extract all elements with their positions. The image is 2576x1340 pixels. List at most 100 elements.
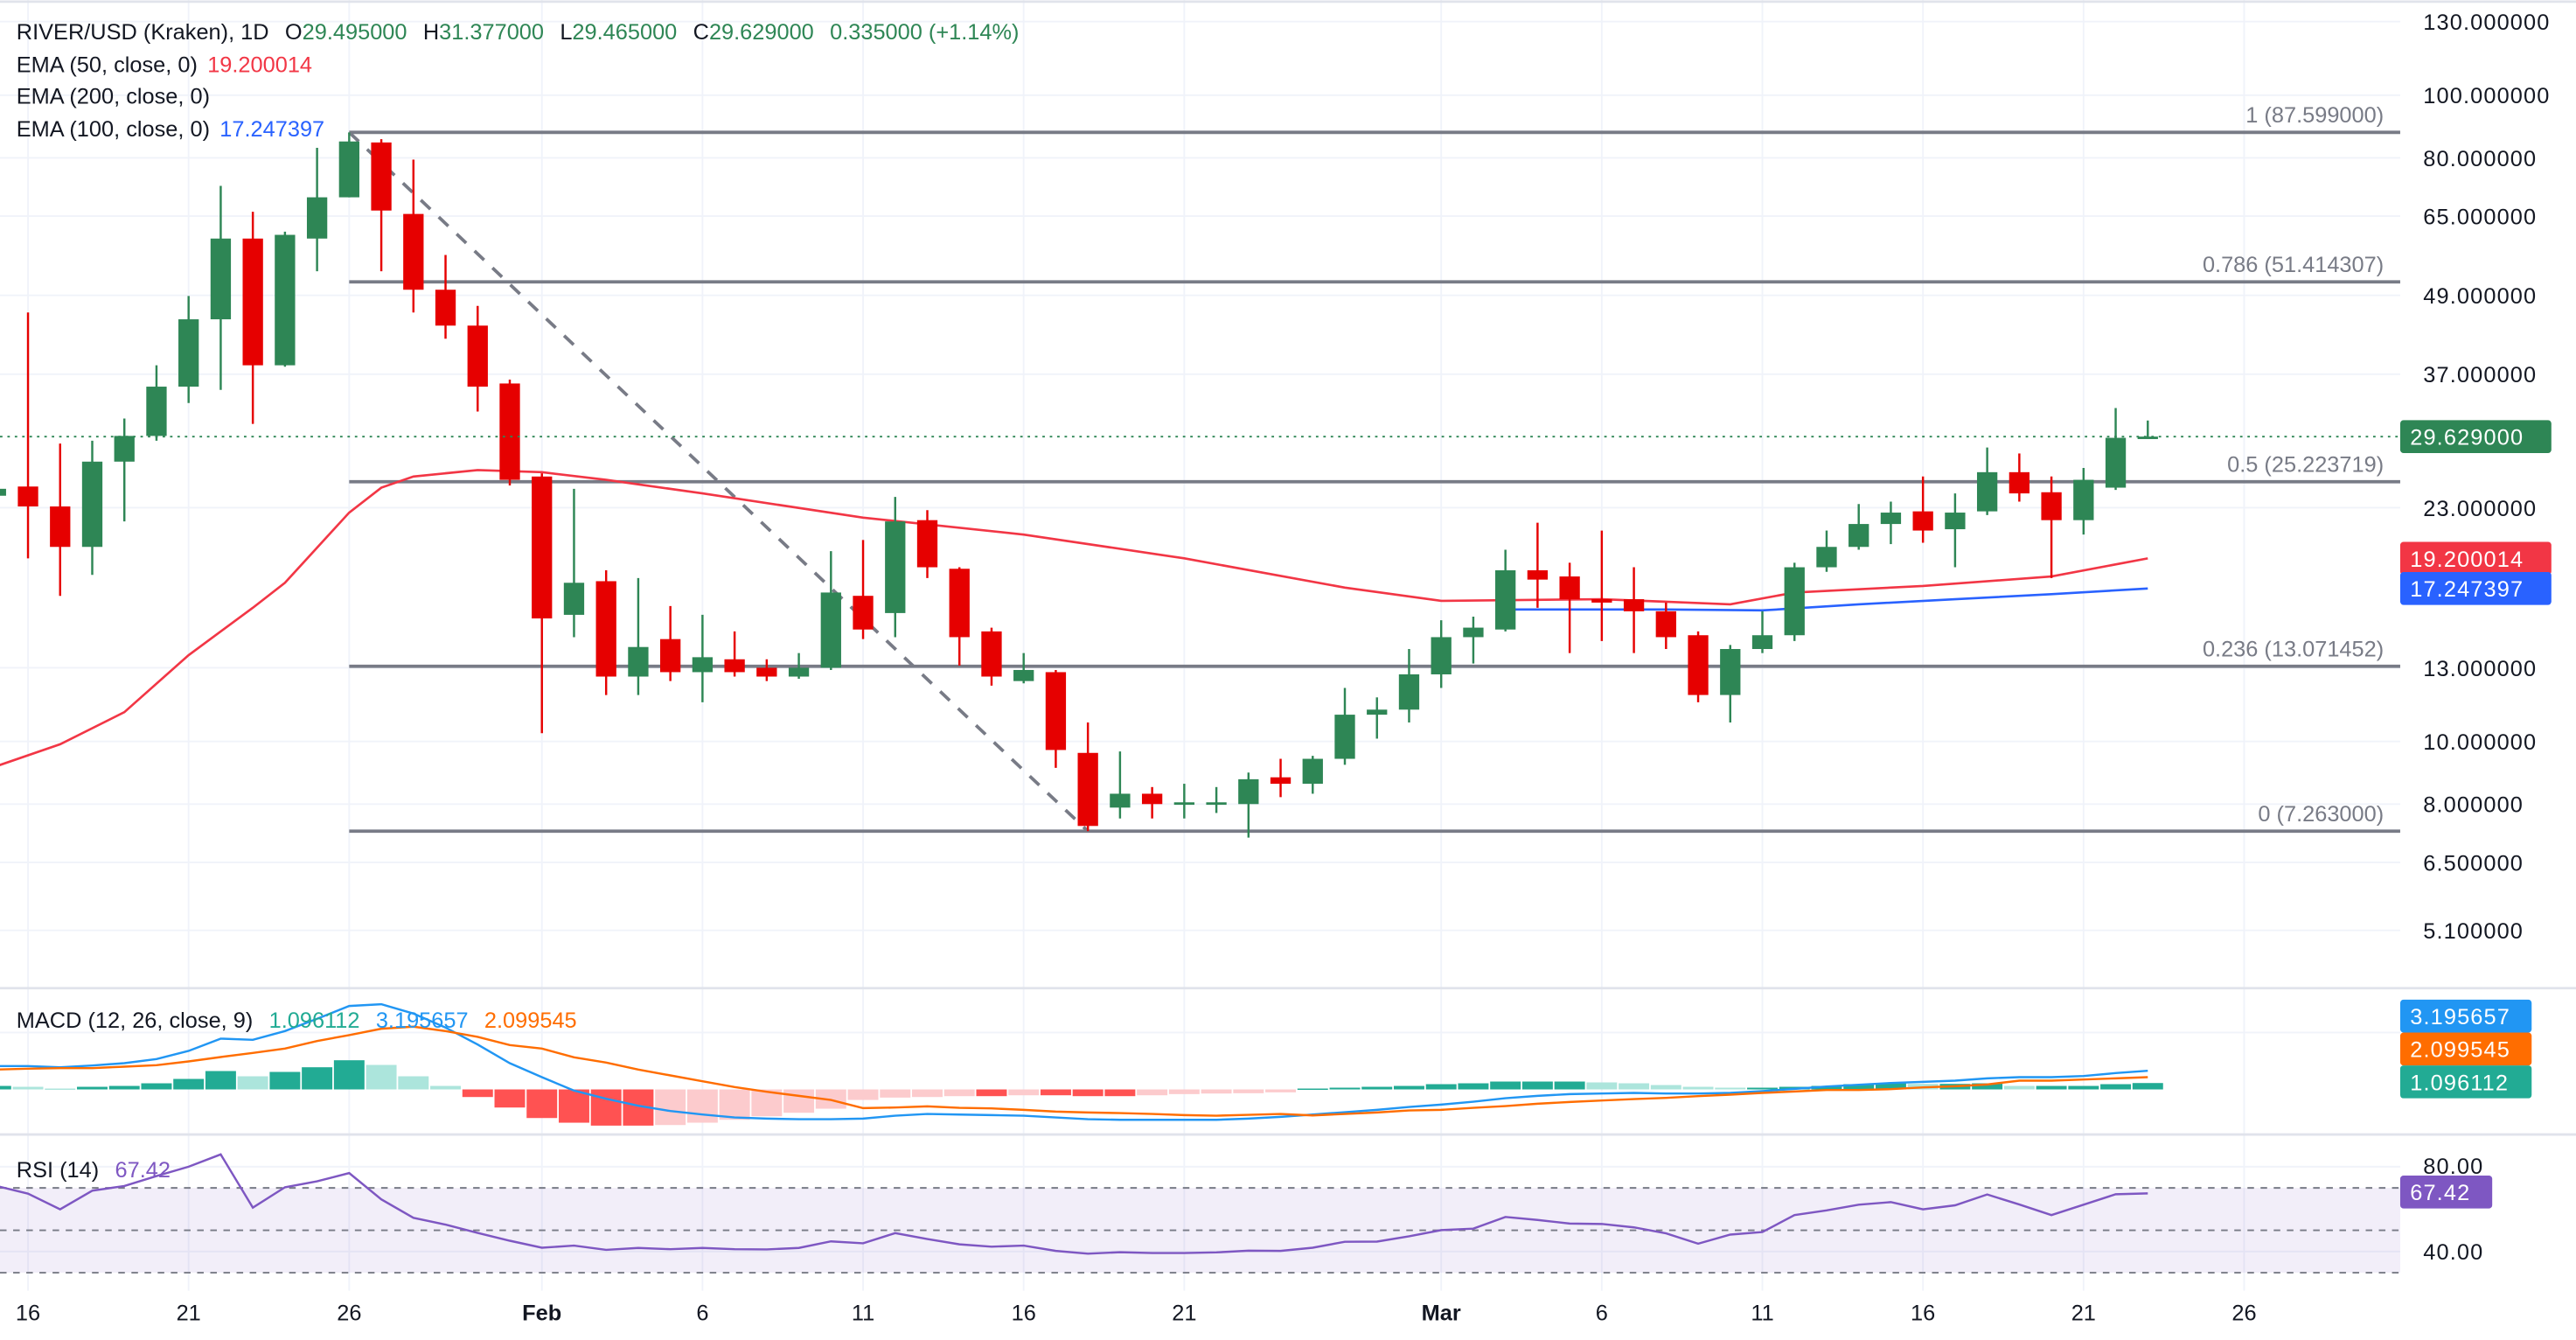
histogram-tag — [2399, 1065, 2532, 1099]
macd-histogram-bar — [366, 1064, 397, 1090]
macd-histogram-bar — [1040, 1089, 1071, 1096]
macd-histogram-bar — [526, 1089, 558, 1119]
candle-body — [2137, 436, 2158, 439]
macd-histogram-bar — [655, 1089, 686, 1126]
candle-body — [885, 521, 906, 613]
macd-histogram-bar — [1458, 1083, 1489, 1090]
macd-histogram-bar — [1715, 1087, 1746, 1090]
macd-histogram-bar — [1811, 1085, 1842, 1090]
candle-body — [1848, 524, 1869, 548]
rsi-axis[interactable]: 80.00 40.00 67.42 — [2399, 1155, 2493, 1265]
ema50-line — [0, 469, 2148, 766]
fib-level-label: 0.786 (51.414307) — [2203, 253, 2384, 277]
macd-histogram-bar — [1521, 1081, 1553, 1090]
macd-histogram-bar — [1490, 1081, 1521, 1090]
candle-body — [114, 436, 135, 462]
ema200-legend[interactable]: EMA (200, close, 0) — [17, 84, 210, 108]
macd-histogram-bar — [0, 1085, 11, 1090]
macd-histogram-bar — [1972, 1083, 2003, 1090]
candle-body — [1334, 715, 1355, 759]
candle-body — [371, 142, 392, 211]
price-axis-label: 37.000000 — [2423, 363, 2537, 387]
candle-body — [853, 596, 874, 630]
candle-body — [2073, 479, 2094, 520]
candle-body — [1398, 673, 1420, 710]
candle-body — [1141, 793, 1163, 805]
macd-histogram-bar — [2036, 1085, 2067, 1090]
close-value: 29.629000 — [709, 20, 814, 45]
rsi-line — [0, 1153, 2148, 1255]
macd-histogram-bar — [1650, 1085, 1681, 1090]
trendline[interactable] — [348, 130, 1090, 833]
macd-histogram-bar — [45, 1088, 76, 1091]
macd-histogram-bar — [1201, 1089, 1232, 1094]
time-axis-label: 16 — [1911, 1301, 1935, 1325]
candle-body — [563, 583, 585, 615]
candle-body — [50, 506, 71, 548]
ema50-legend[interactable]: EMA (50, close, 0) 19.200014 — [17, 53, 312, 78]
macd-histogram-bar — [12, 1086, 44, 1090]
svg-text:3.195657: 3.195657 — [2410, 1005, 2510, 1029]
rsi-band — [0, 1187, 2400, 1274]
svg-text:67.42: 67.42 — [2410, 1181, 2470, 1205]
price-axis-label: 80.000000 — [2423, 147, 2537, 171]
macd-histogram-bar — [2068, 1085, 2099, 1090]
price-tag — [2399, 571, 2552, 605]
fibonacci-retracement[interactable]: 1 (87.599000) 0.786 (51.414307) 0.5 (25.22… — [349, 103, 2400, 834]
candle-body — [1270, 777, 1291, 785]
macd-histogram-bar — [1168, 1089, 1200, 1094]
candle-body — [981, 631, 1002, 677]
fib-level-label: 1 (87.599000) — [2245, 103, 2384, 128]
macd-histogram-bar — [686, 1089, 718, 1123]
macd-histogram-bar — [1137, 1089, 1168, 1096]
svg-text:40.00: 40.00 — [2423, 1240, 2483, 1265]
candle-body — [81, 461, 103, 548]
price-axis-label: 13.000000 — [2423, 657, 2537, 681]
macd-histogram-bar — [783, 1089, 815, 1113]
candle-body — [1784, 567, 1805, 636]
price-axis-label: 5.100000 — [2423, 919, 2524, 944]
symbol-ohlc-legend: RIVER/USD (Kraken), 1D O29.495000 H31.37… — [17, 20, 1020, 45]
price-axis-label: 6.500000 — [2423, 851, 2524, 876]
price-axis[interactable]: 130.000000 100.000000 80.000000 65.000000 49… — [2399, 10, 2552, 944]
candle-body — [1912, 511, 1933, 531]
macd-histogram-bar — [1297, 1088, 1328, 1091]
macd-legend[interactable]: MACD (12, 26, close, 9) 1.096112 3.19565… — [17, 1008, 577, 1033]
fib-level-label: 0.5 (25.223719) — [2227, 453, 2384, 478]
candle-body — [724, 659, 745, 673]
candle-body — [1688, 635, 1709, 695]
price-tag-label: 17.247397 — [2410, 577, 2524, 602]
candle-body — [242, 238, 263, 366]
candle-body — [788, 667, 810, 677]
candle-body — [1431, 637, 1452, 674]
candle-body — [532, 476, 553, 619]
time-axis-label: 6 — [696, 1301, 708, 1325]
rsi-legend[interactable]: RSI (14) 67.42 — [17, 1158, 171, 1183]
candle-body — [820, 592, 841, 668]
macd-histogram-bar — [205, 1071, 236, 1090]
candle-body — [1623, 599, 1645, 611]
candle-body — [1206, 802, 1227, 806]
macd-histogram-bar — [108, 1085, 140, 1090]
symbol-title: RIVER/USD (Kraken), 1D — [17, 20, 269, 45]
price-axis-label: 10.000000 — [2423, 730, 2537, 755]
macd-histogram-bar — [462, 1089, 493, 1098]
time-axis[interactable]: 16 21 26 Feb 6 11 16 21 Mar 6 11 16 21 26 — [16, 1301, 2257, 1325]
candle-body — [146, 387, 167, 436]
candles — [0, 132, 2400, 838]
macd-histogram-bar — [719, 1089, 750, 1120]
macd-histogram-bar — [1554, 1081, 1585, 1090]
macd-histogram-bar — [1008, 1089, 1040, 1096]
candle-body — [2041, 492, 2062, 520]
price-tag — [2399, 420, 2552, 453]
candle-body — [1591, 599, 1612, 603]
macd-histogram-bar — [558, 1089, 589, 1123]
macd-axis-tags: 3.195657 2.099545 1.096112 — [2399, 999, 2532, 1099]
macd-histogram-bar — [976, 1089, 1007, 1097]
time-axis-label: 11 — [852, 1301, 874, 1325]
ema100-legend[interactable]: EMA (100, close, 0) 17.247397 — [17, 117, 324, 142]
macd-histogram-bar — [1393, 1085, 1424, 1090]
candle-body — [1816, 547, 1837, 568]
time-axis-label: 6 — [1596, 1301, 1608, 1325]
